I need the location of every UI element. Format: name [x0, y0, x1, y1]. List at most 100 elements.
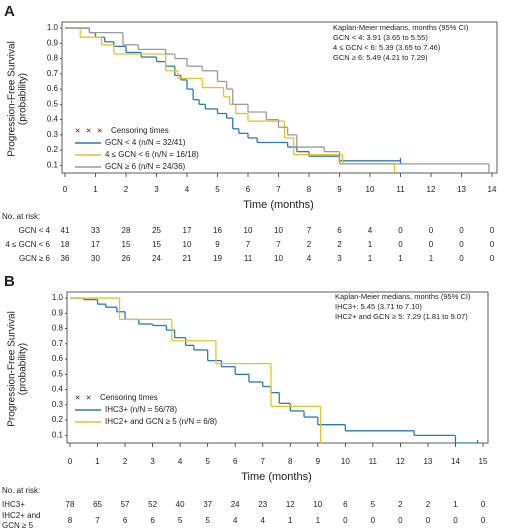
risk-value: 25 [152, 226, 161, 235]
risk-value: 1 [368, 240, 373, 249]
risk-value: 6 [337, 226, 342, 235]
y-tick-label: 0.9 [52, 308, 64, 317]
annotation: Kaplan-Meier medians, months (95% CI) [333, 23, 469, 32]
y-tick-label: 1.0 [47, 23, 59, 32]
x-tick-label: 12 [396, 457, 405, 466]
x-tick-label: 11 [369, 457, 378, 466]
risk-value: 0 [398, 516, 403, 525]
risk-value: 0 [459, 254, 464, 263]
risk-value: 2 [337, 240, 342, 249]
curves [65, 27, 490, 173]
y-tick-label: 0.1 [52, 430, 64, 439]
x-tick-label: 6 [233, 457, 238, 466]
x-tick-label: 5 [215, 185, 220, 194]
y-tick-label: 0.5 [52, 369, 64, 378]
risk-value: 5 [371, 500, 376, 509]
annotation: GCN ≥ 6: 5.49 (4.21 to 7.29) [333, 53, 428, 62]
risk-value: 18 [61, 240, 70, 249]
risk-value: 33 [91, 226, 100, 235]
x-tick-label: 3 [150, 457, 155, 466]
y-tick-label: 0.9 [47, 38, 59, 47]
risk-value: 19 [213, 254, 222, 263]
x-tick-label: 10 [341, 457, 350, 466]
annotation: Kaplan-Meier medians, months (95% CI) [335, 292, 471, 301]
x-tick-label: 7 [276, 185, 281, 194]
risk-label: GCN ≥ 5 [2, 521, 34, 530]
risk-value: 52 [148, 500, 157, 509]
y-tick-label: 0.2 [52, 415, 64, 424]
curves [70, 297, 479, 443]
risk-value: 78 [66, 500, 75, 509]
x-tick-label: 9 [337, 185, 342, 194]
risk-value: 36 [61, 254, 70, 263]
annotation: IHC2+ and GCN ≥ 5: 7.29 (1.81 to 9.07) [335, 312, 468, 321]
y-axis-label: (probability) [18, 73, 29, 125]
risk-value: 6 [343, 500, 348, 509]
x-tick-label: 8 [307, 185, 312, 194]
risk-value: 41 [61, 226, 70, 235]
panel-label: B [4, 273, 15, 290]
risk-value: 6 [123, 516, 128, 525]
risk-value: 2 [398, 500, 403, 509]
risk-value: 65 [93, 500, 102, 509]
x-axis-label: Time (months) [243, 199, 314, 211]
x-tick-label: 9 [316, 457, 321, 466]
risk-title: No. at risk: [2, 212, 40, 221]
annotation: IHC3+: 5.45 (3.71 to 7.10) [335, 302, 422, 311]
y-tick-label: 0.2 [47, 145, 59, 154]
x-tick-label: 11 [396, 185, 405, 194]
x-tick-label: 14 [488, 185, 497, 194]
risk-value: 0 [481, 500, 486, 509]
legend-censor: Censoring times [111, 126, 169, 135]
risk-label: GCN < 4 [19, 226, 51, 235]
x-tick-label: 0 [68, 457, 73, 466]
risk-value: 2 [307, 240, 312, 249]
risk-value: 24 [231, 500, 240, 509]
risk-value: 4 [261, 516, 266, 525]
annotation: 4 ≤ GCN < 6: 5.39 (3.65 to 7.46) [333, 43, 441, 52]
y-tick-label: 0.4 [47, 115, 59, 124]
x-tick-label: 4 [185, 185, 190, 194]
risk-value: 10 [244, 226, 253, 235]
risk-value: 0 [459, 226, 464, 235]
y-tick-label: 0.3 [47, 130, 59, 139]
risk-value: 0 [429, 240, 434, 249]
y-tick-label: 0.7 [47, 69, 59, 78]
y-axis-label: (probability) [18, 343, 29, 395]
risk-value: 7 [276, 240, 281, 249]
risk-value: 28 [122, 226, 131, 235]
risk-value: 6 [150, 516, 155, 525]
risk-value: 0 [490, 240, 495, 249]
risk-value: 17 [91, 240, 100, 249]
x-tick-label: 15 [479, 457, 488, 466]
legend-label: IHC2+ and GCN ≥ 5 (n/N = 6/8) [105, 417, 217, 426]
x-tick-label: 1 [93, 185, 98, 194]
x-tick-label: 14 [451, 457, 460, 466]
plot-frame [66, 291, 489, 444]
risk-value: 10 [183, 240, 192, 249]
legend-label: GCN < 4 (n/N = 32/41) [105, 138, 186, 147]
risk-value: 10 [313, 500, 322, 509]
risk-value: 15 [122, 240, 131, 249]
risk-value: 21 [183, 254, 192, 263]
legend-label: GCN ≥ 6 (n/N = 24/36) [105, 162, 186, 171]
risk-value: 10 [274, 226, 283, 235]
x-tick-label: 2 [124, 185, 129, 194]
risk-value: 0 [490, 254, 495, 263]
y-tick-label: 0.1 [47, 160, 59, 169]
risk-value: 4 [307, 254, 312, 263]
y-tick-label: 1.0 [52, 293, 64, 302]
risk-value: 1 [453, 500, 458, 509]
risk-value: 17 [183, 226, 192, 235]
y-axis-label: Progression-Free Survival [7, 41, 18, 157]
legend-censor: Censoring times [100, 393, 158, 402]
x-tick-label: 8 [288, 457, 293, 466]
x-tick-label: 13 [423, 457, 432, 466]
x-tick-label: 12 [427, 185, 436, 194]
risk-value: 0 [398, 240, 403, 249]
risk-value: 4 [233, 516, 238, 525]
risk-value: 7 [307, 226, 312, 235]
risk-value: 37 [203, 500, 212, 509]
x-tick-label: 5 [205, 457, 210, 466]
